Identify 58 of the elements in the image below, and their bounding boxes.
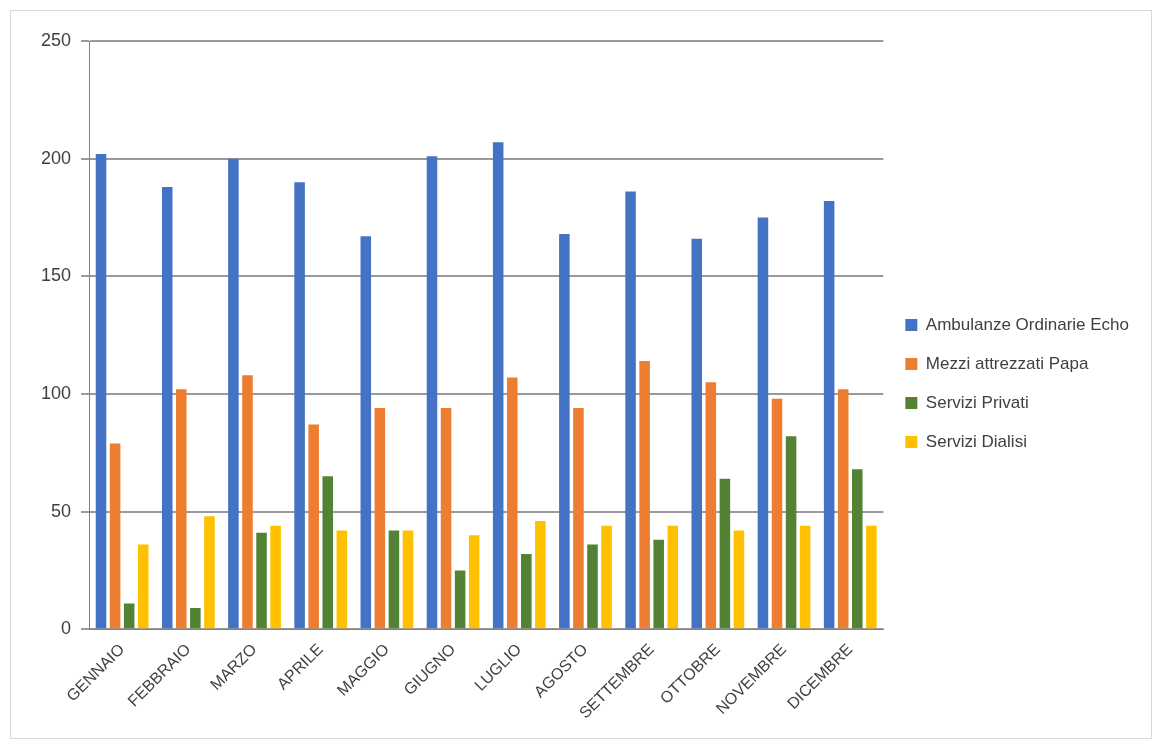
legend-label: Servizi Privati: [925, 392, 1029, 412]
bar: [308, 424, 319, 629]
legend-label: Ambulanze Ordinarie Echo: [925, 314, 1130, 334]
bar: [837, 389, 849, 629]
bar: [256, 532, 267, 629]
legend-label: Servizi Dialisi: [925, 431, 1027, 451]
bar: [270, 525, 281, 629]
bar: [587, 544, 598, 629]
bar: [757, 217, 769, 629]
bar: [440, 408, 452, 629]
bar: [771, 398, 783, 629]
bar: [653, 539, 664, 629]
bar: [785, 436, 797, 629]
bar: [535, 521, 546, 629]
bar: [190, 608, 201, 629]
bar: [691, 238, 703, 629]
bar: [733, 530, 745, 629]
bar: [639, 361, 650, 629]
y-tick-label: 200: [40, 147, 72, 168]
bar: [176, 389, 187, 629]
bar: [468, 535, 480, 629]
y-tick-label: 100: [40, 382, 72, 403]
bar: [242, 375, 253, 629]
y-tick-label: 0: [61, 618, 72, 639]
bar: [294, 182, 305, 629]
bar: [360, 236, 372, 629]
bar: [109, 443, 121, 629]
bar: [336, 530, 348, 629]
bar: [388, 530, 400, 629]
bar: [322, 476, 334, 629]
bar: [137, 544, 149, 629]
bar: [228, 158, 239, 629]
bar: [402, 530, 414, 629]
bar: [573, 408, 584, 629]
bar: [95, 153, 107, 629]
bar: [492, 142, 504, 629]
bar: [374, 408, 386, 629]
y-tick-label: 50: [51, 500, 72, 521]
bar: [625, 191, 636, 629]
bar: [866, 525, 877, 629]
bar: [506, 377, 518, 629]
bar: [852, 469, 863, 629]
bar: [601, 525, 612, 629]
y-tick-label: 150: [40, 265, 72, 286]
bar: [204, 516, 215, 629]
y-tick-label: 250: [40, 29, 72, 50]
legend-label: Mezzi attrezzati Papa: [925, 353, 1089, 373]
bar: [123, 603, 135, 629]
bar: [719, 478, 731, 629]
bar: [705, 382, 717, 629]
bar: [161, 186, 173, 629]
bar: [823, 201, 835, 629]
bar: [521, 553, 532, 629]
bar: [559, 233, 570, 629]
bar: [454, 570, 466, 629]
bar: [426, 156, 438, 629]
bar: [799, 525, 811, 629]
bar: [667, 525, 679, 629]
